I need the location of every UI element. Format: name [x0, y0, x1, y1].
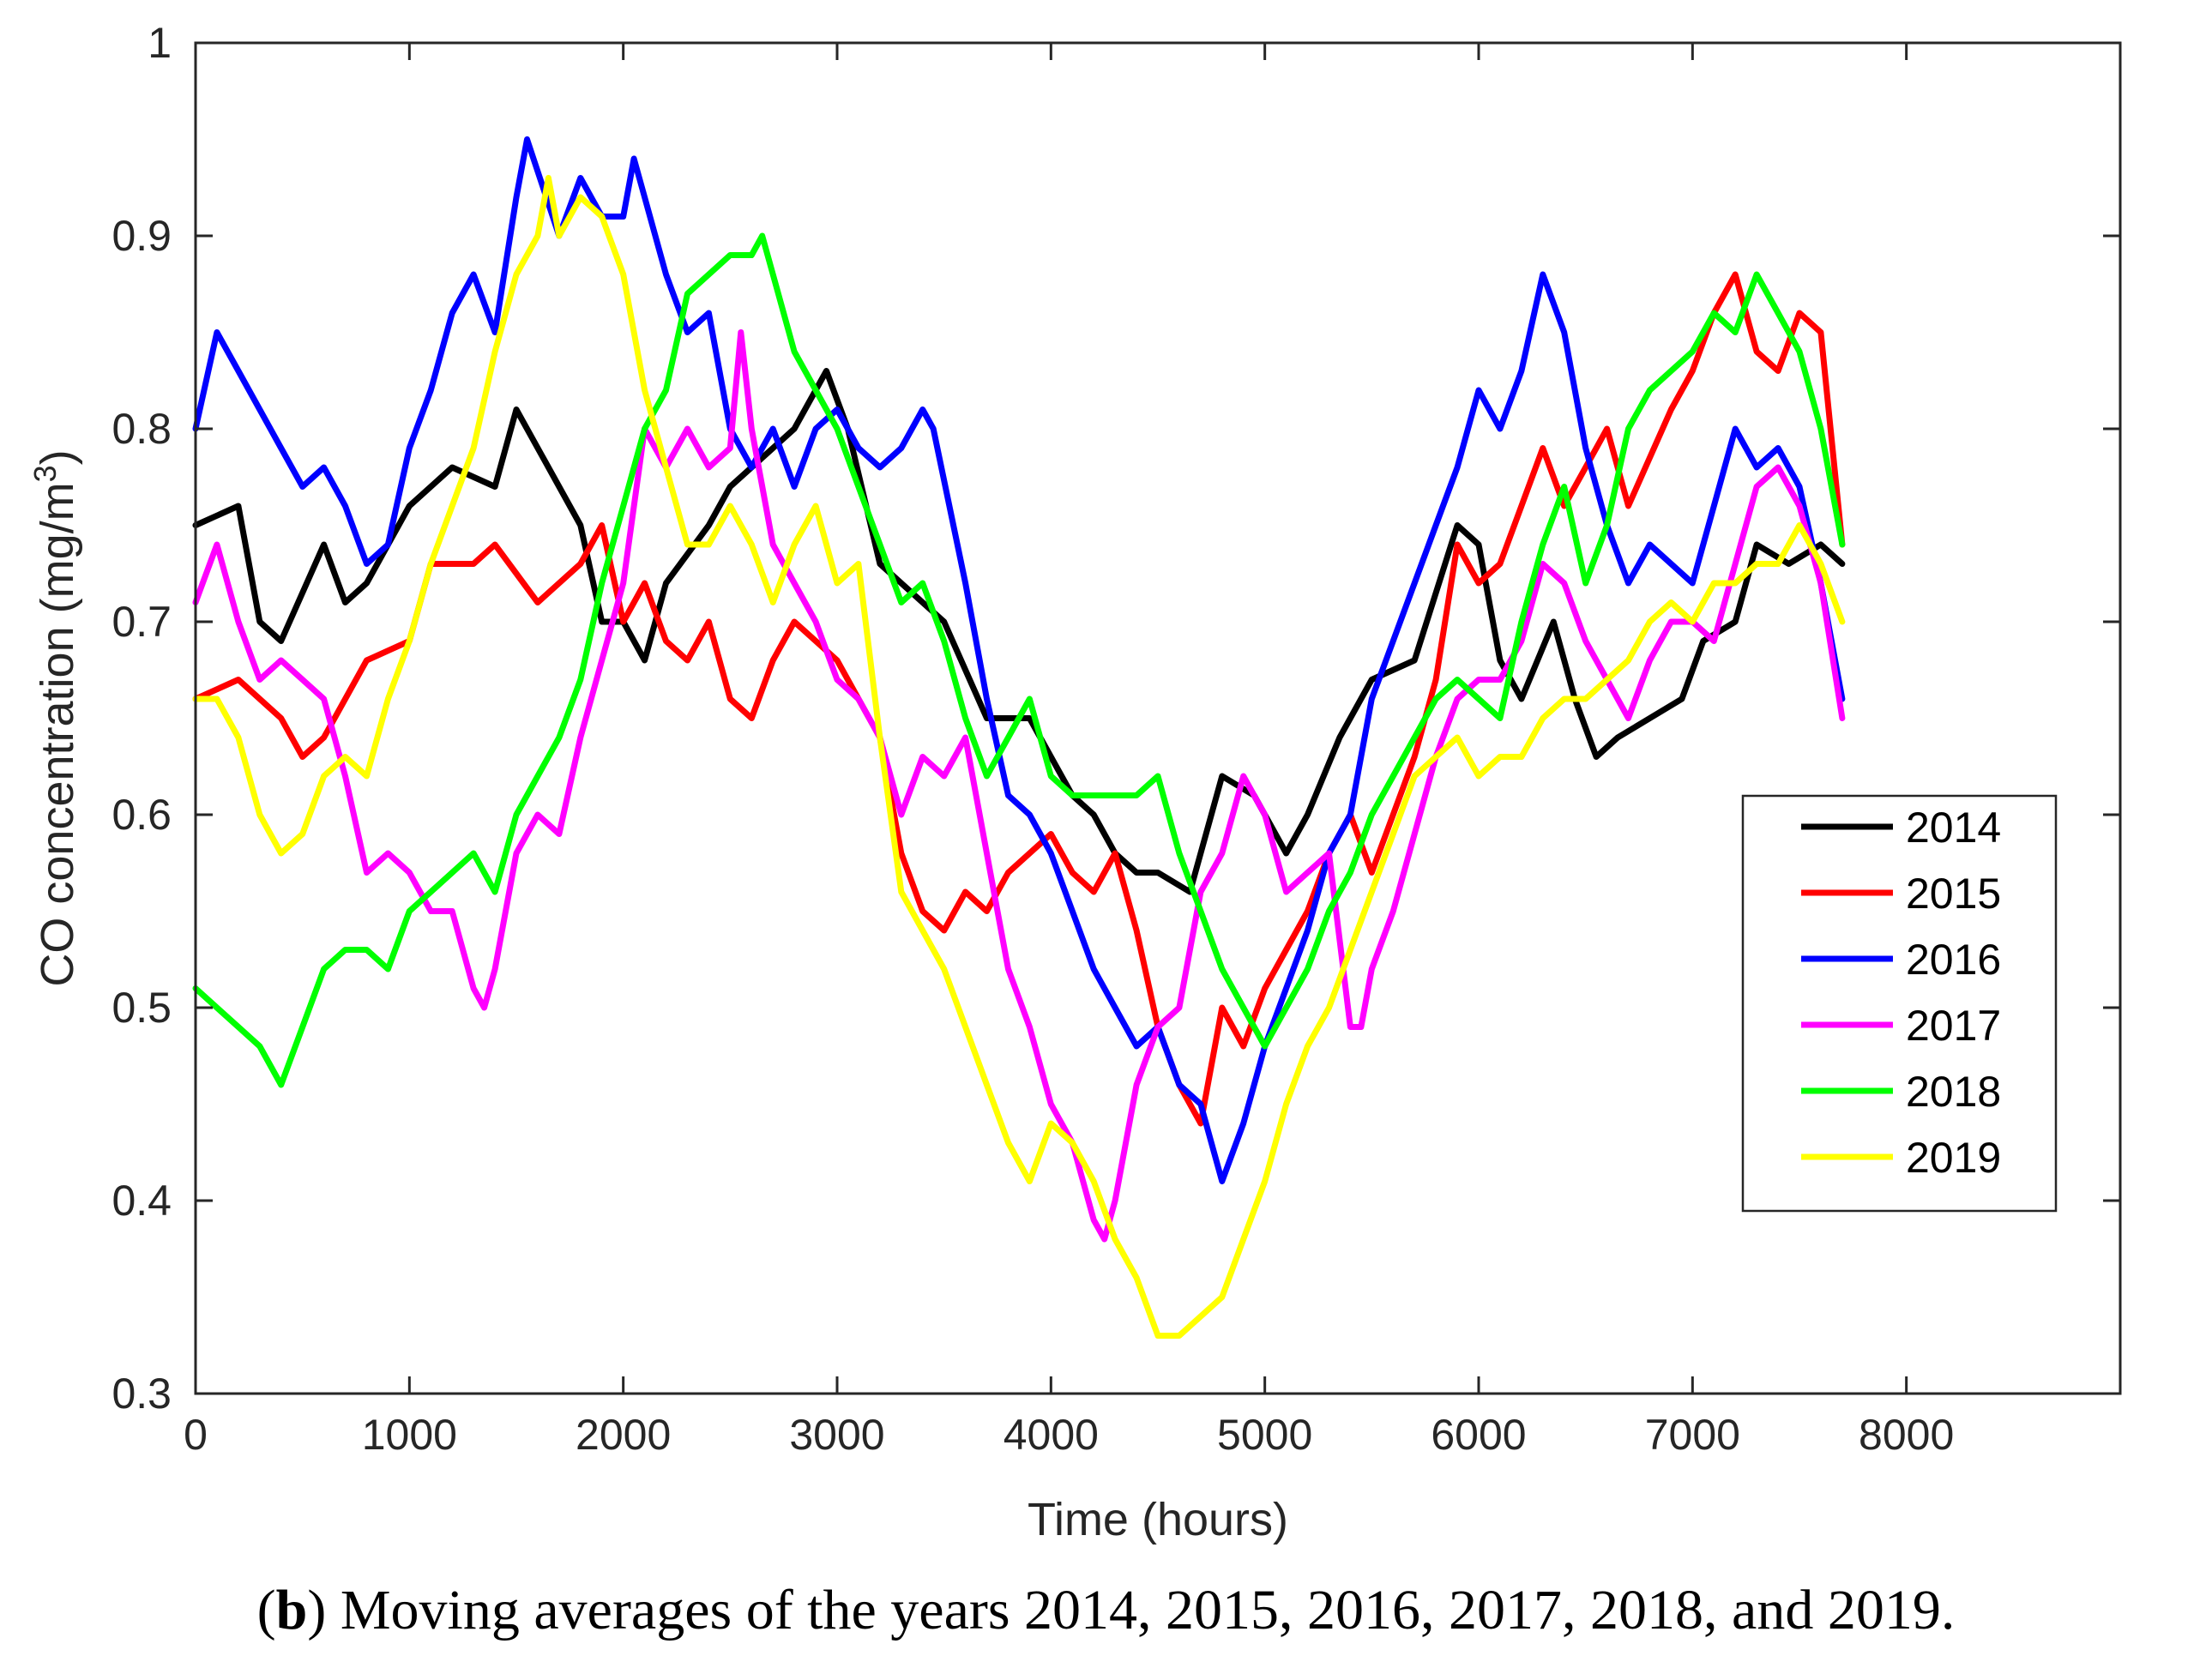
x-tick-label: 5000	[1217, 1411, 1312, 1459]
y-axis-title: CO concentration (mg/m3)	[27, 449, 83, 986]
legend-label-2019: 2019	[1906, 1134, 2001, 1182]
plot-frame	[194, 41, 2122, 1395]
legend-label-2016: 2016	[1906, 936, 2001, 984]
y-axis-title-suffix: )	[32, 449, 83, 465]
caption-close-paren: )	[307, 1579, 327, 1641]
caption-label: b	[275, 1579, 308, 1641]
legend-label-2018: 2018	[1906, 1068, 2001, 1116]
x-tick-label: 4000	[1004, 1411, 1099, 1459]
caption-text: Moving averages of the years 2014, 2015,…	[326, 1579, 1956, 1641]
legend-box	[1741, 794, 2058, 1213]
y-tick-label: 0.6	[112, 791, 172, 839]
y-tick-label: 0.8	[112, 405, 172, 453]
x-tick-label: 8000	[1859, 1411, 1954, 1459]
caption-open-paren: (	[256, 1579, 276, 1641]
y-axis-title-superscript: 3	[27, 465, 63, 482]
x-tick-label: 1000	[362, 1411, 457, 1459]
x-tick-label: 6000	[1431, 1411, 1526, 1459]
series-line-2015	[192, 271, 1846, 1127]
x-tick-label: 2000	[576, 1411, 671, 1459]
x-axis-title: Time (hours)	[1028, 1494, 1288, 1545]
x-tick-label: 7000	[1645, 1411, 1740, 1459]
series-line-2019	[192, 175, 1846, 1339]
series-line-2016	[192, 136, 1846, 1184]
legend-label-2014: 2014	[1906, 804, 2001, 852]
y-tick-label: 0.3	[112, 1370, 172, 1418]
x-tick-label: 3000	[789, 1411, 884, 1459]
series-layer	[192, 136, 1846, 1339]
figure-caption: (b) Moving averages of the years 2014, 2…	[0, 1578, 2212, 1643]
x-tick-label: 0	[184, 1411, 208, 1459]
y-tick-label: 0.7	[112, 598, 172, 646]
y-tick-label: 0.4	[112, 1177, 172, 1225]
y-axis-title-main: CO concentration (mg/m	[32, 482, 83, 986]
series-line-2014	[192, 368, 1846, 895]
y-tick-label: 1	[148, 19, 172, 67]
legend-label-2015: 2015	[1906, 870, 2001, 918]
legend: 2014 2015 2016 2017 2018 2019	[1741, 794, 2058, 1213]
y-tick-label: 0.5	[112, 984, 172, 1032]
tick-layer: 0 1000 2000 3000 4000 5000 6000 7000 8000 0.3 0.4 0…	[112, 19, 2120, 1459]
series-line-2018	[192, 232, 1846, 1088]
y-tick-label: 0.9	[112, 212, 172, 260]
series-line-2017	[192, 329, 1846, 1243]
legend-label-2017: 2017	[1906, 1002, 2001, 1050]
